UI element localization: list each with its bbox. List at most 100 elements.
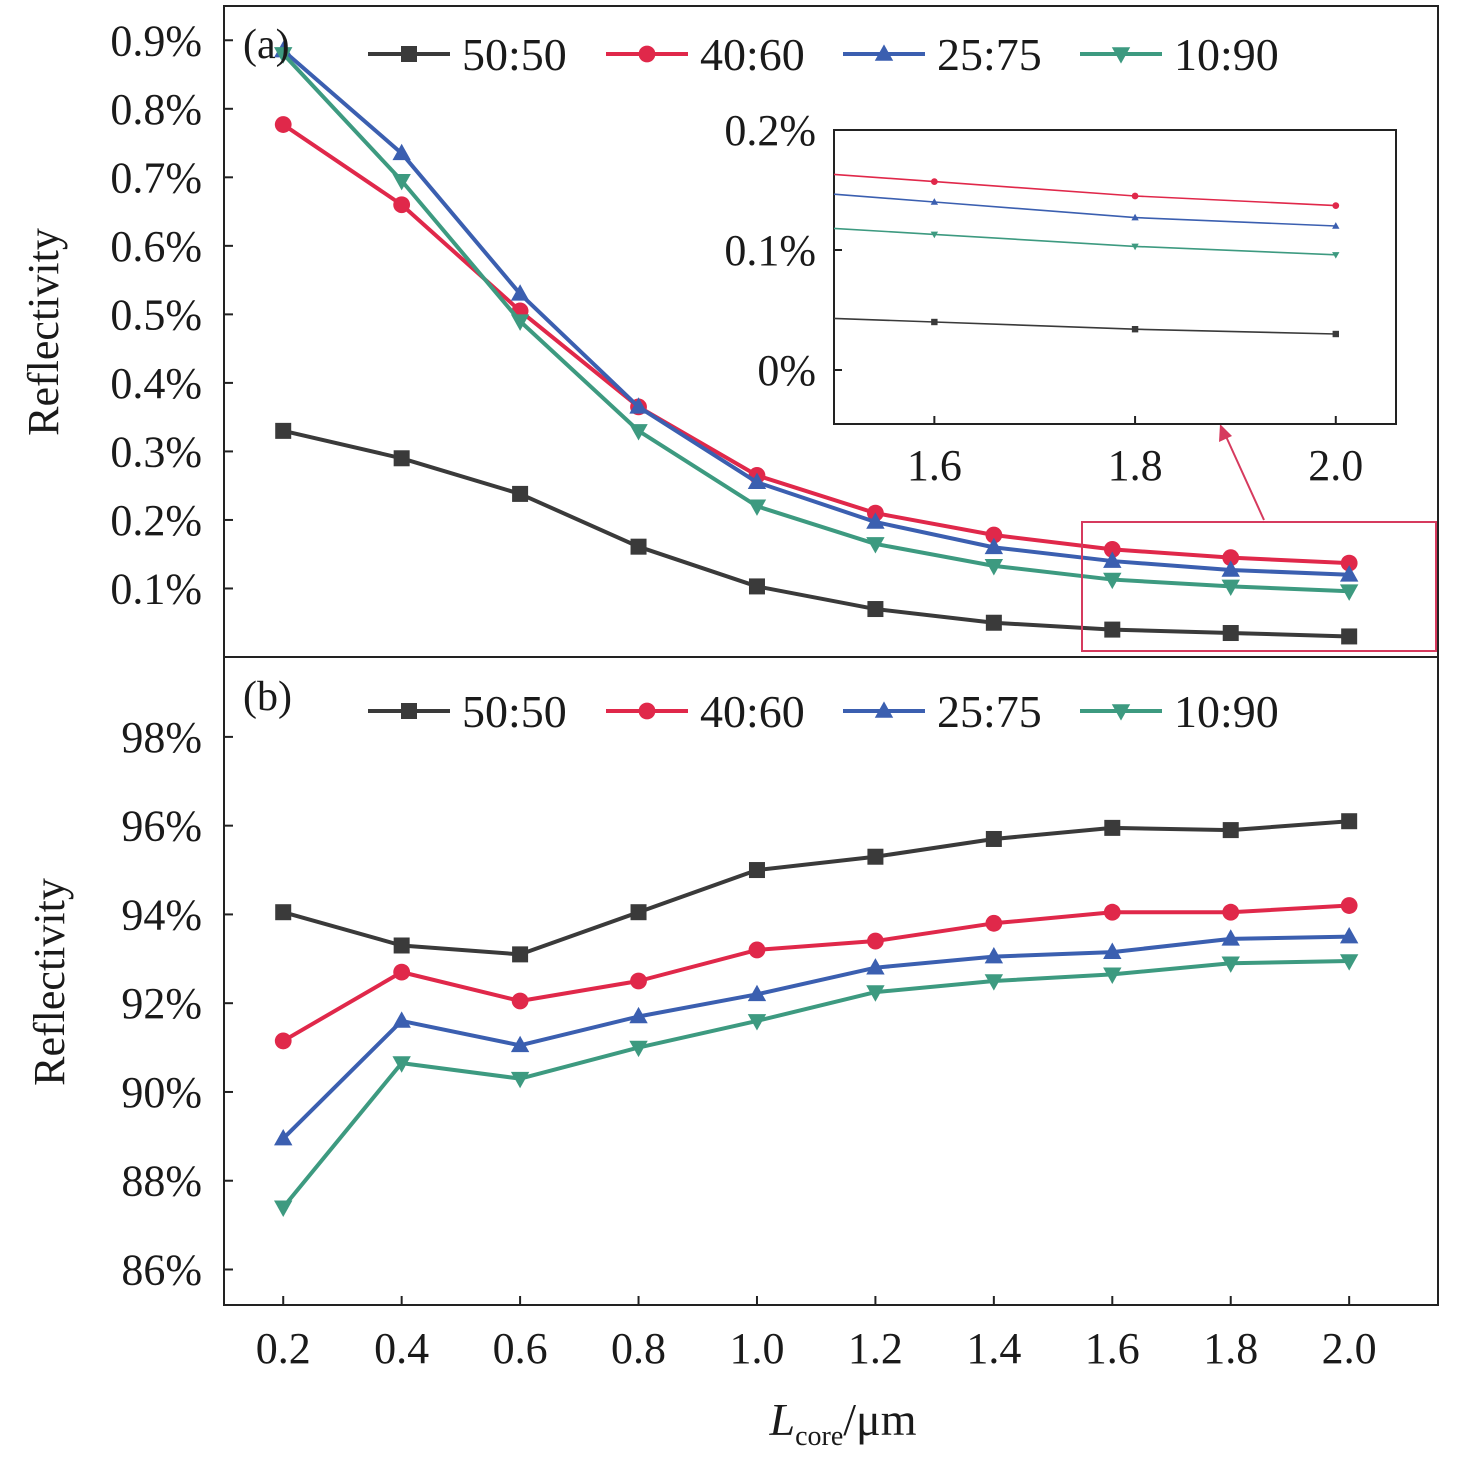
inset-x-tick-label: 1.8	[1108, 441, 1163, 490]
data-point-40-60	[511, 992, 529, 1010]
legend-marker-50-50	[401, 46, 417, 62]
y-tick-label: 0.5%	[110, 290, 202, 339]
data-point-10-90	[510, 1071, 530, 1089]
y-tick-label: 98%	[121, 713, 202, 762]
x-axis: 0.2 0.4 0.6 0.8 1.0 1.2 1.4 1.6 1.8 2.0	[256, 1296, 1377, 1373]
data-point-40-60	[1103, 903, 1121, 921]
data-point-10-90	[629, 424, 648, 441]
legend-label-40-60: 40:60	[700, 686, 805, 737]
legend-label-10-90: 10:90	[1174, 29, 1279, 80]
series-line-10-90	[281, 959, 1350, 1209]
x-axis-label-symbol: L	[768, 1394, 795, 1445]
data-point-50-50	[393, 450, 410, 467]
data-point-25-75	[510, 284, 530, 301]
inset-series-50-50	[833, 317, 1339, 338]
legend-label-10-90: 10:90	[1174, 686, 1279, 737]
data-point-40-60	[274, 1032, 292, 1050]
data-point-50-50	[275, 904, 292, 921]
legend-label-50-50: 50:50	[462, 686, 567, 737]
data-point-50-50	[748, 578, 765, 595]
series-line-40-60	[282, 122, 1350, 566]
data-point-25-75	[629, 1006, 648, 1024]
data-point-50-50	[985, 830, 1002, 847]
x-tick-label: 0.2	[256, 1324, 311, 1373]
zoom-arrow	[1223, 431, 1265, 521]
data-point-50-50	[393, 937, 410, 954]
data-point-40-60	[1340, 897, 1358, 914]
panel-a-ylabel: Reflectivity	[19, 228, 68, 436]
data-point-10-90	[747, 1014, 767, 1031]
inset-y-tick-label: 0%	[757, 346, 816, 395]
data-point-10-90	[392, 173, 411, 191]
legend-marker-25-75	[874, 701, 894, 718]
data-point-50-50	[748, 862, 765, 879]
y-tick-label: 88%	[121, 1157, 202, 1206]
series-40-60	[274, 116, 1358, 572]
data-point-10-90	[984, 974, 1004, 991]
series-line-25-75	[281, 49, 1350, 577]
data-point-50-50	[630, 904, 647, 921]
legend-marker-40-60	[638, 702, 656, 720]
inset-line-50-50	[833, 317, 1336, 335]
data-point-40-60	[393, 963, 411, 981]
data-point-40-60	[985, 526, 1003, 544]
data-point-10-90	[747, 499, 767, 516]
inset-point-25-75	[1131, 213, 1139, 221]
data-point-25-75	[629, 397, 648, 414]
data-point-10-90	[510, 314, 530, 331]
data-point-10-90	[1103, 572, 1122, 590]
inset-axes: 0% 0.1% 0.2% 1.6 1.8 2.0	[724, 106, 1363, 490]
y-tick-label: 96%	[121, 802, 202, 851]
data-point-50-50	[1341, 813, 1358, 830]
legend-item-40-60: 40:60	[606, 29, 805, 80]
x-axis-label: Lcore/μm	[768, 1394, 916, 1452]
inset-line-25-75	[833, 193, 1336, 227]
series-line-25-75	[281, 934, 1350, 1140]
series-40-60	[274, 897, 1358, 1050]
panel-a: 0.1% 0.2% 0.3% 0.4% 0.5% 0.6% 0.7% 0.8% 0.9% (a)…	[19, 5, 1439, 658]
data-point-50-50	[275, 422, 292, 439]
y-tick-label: 0.7%	[110, 153, 202, 202]
data-point-10-90	[866, 985, 885, 1002]
data-point-10-90	[1339, 584, 1359, 601]
legend-marker-10-90	[1111, 47, 1131, 64]
data-point-10-90	[1221, 956, 1240, 973]
x-tick-label: 1.8	[1203, 1324, 1258, 1373]
data-point-10-90	[274, 47, 293, 64]
data-point-40-60	[1103, 541, 1121, 558]
data-point-50-50	[1104, 621, 1121, 638]
data-point-40-60	[1222, 549, 1240, 567]
inset-point-25-75	[930, 198, 939, 205]
x-tick-label: 0.6	[493, 1324, 548, 1373]
series-line-50-50	[282, 428, 1350, 639]
data-point-40-60	[393, 196, 411, 214]
data-point-40-60	[985, 914, 1003, 932]
panel-b-label: (b)	[243, 674, 292, 720]
y-tick-label: 86%	[121, 1245, 202, 1294]
legend-item-25-75: 25:75	[843, 29, 1042, 80]
x-tick-label: 1.4	[966, 1324, 1021, 1373]
data-point-25-75	[1221, 929, 1240, 946]
data-point-50-50	[1222, 822, 1239, 839]
data-point-25-75	[984, 537, 1004, 555]
series-50-50	[275, 422, 1358, 645]
data-point-40-60	[748, 941, 766, 959]
series-50-50	[275, 813, 1358, 963]
inset-x-tick-label: 2.0	[1308, 441, 1363, 490]
legend-item-10-90: 10:90	[1080, 686, 1279, 737]
data-point-25-75	[1339, 927, 1359, 944]
panel-b-legend: 50:50 40:60 25:75 10:90	[368, 686, 1279, 737]
inset-point-40-60	[930, 178, 938, 185]
y-tick-label: 90%	[121, 1068, 202, 1117]
data-point-40-60	[274, 116, 292, 133]
data-point-25-75	[747, 984, 767, 1002]
y-tick-label: 0.6%	[110, 222, 202, 271]
data-point-25-75	[392, 143, 411, 161]
legend-label-40-60: 40:60	[700, 29, 805, 80]
inset-point-50-50	[1131, 326, 1139, 333]
zoom-region-box	[1081, 521, 1437, 652]
series-10-90	[274, 47, 1359, 601]
x-axis-label-subscript: core	[795, 1421, 843, 1452]
data-point-25-75	[1339, 565, 1359, 582]
y-tick-label: 92%	[121, 979, 202, 1028]
